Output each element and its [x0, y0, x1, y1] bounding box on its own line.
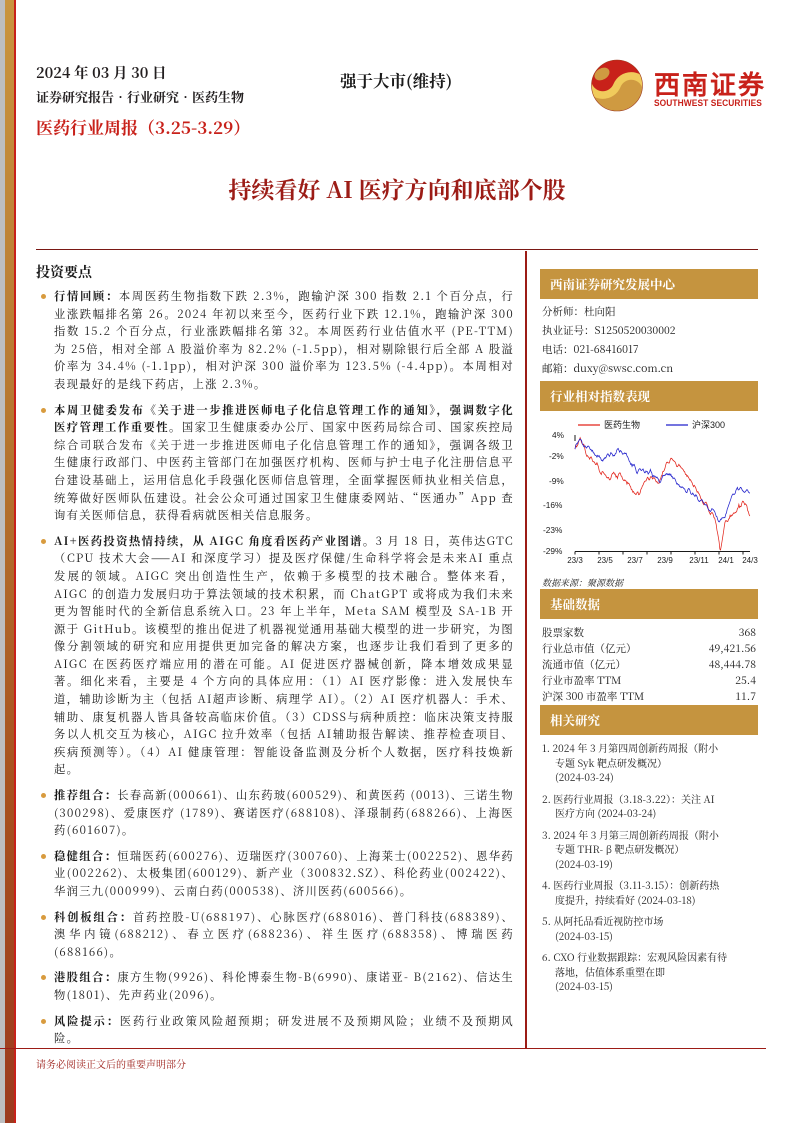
- svg-text:23/7: 23/7: [627, 556, 643, 565]
- svg-text:24/3: 24/3: [742, 556, 758, 565]
- svg-text:23/3: 23/3: [567, 556, 583, 565]
- svg-text:西南证券: 西南证券: [654, 71, 766, 100]
- svg-text:-9%: -9%: [549, 476, 564, 486]
- svg-text:沪深300: 沪深300: [692, 419, 725, 430]
- svg-text:-2%: -2%: [549, 451, 564, 461]
- svg-text:医药生物: 医药生物: [604, 419, 640, 430]
- svg-text:23/9: 23/9: [657, 556, 673, 565]
- svg-text:24/1: 24/1: [718, 556, 734, 565]
- svg-text:-23%: -23%: [543, 525, 563, 535]
- svg-text:-29%: -29%: [543, 546, 563, 556]
- svg-text:-16%: -16%: [543, 500, 563, 510]
- svg-text:SOUTHWEST SECURITIES: SOUTHWEST SECURITIES: [654, 98, 762, 108]
- svg-text:23/5: 23/5: [597, 556, 613, 565]
- svg-text:4%: 4%: [552, 430, 565, 440]
- svg-text:23/11: 23/11: [689, 556, 709, 565]
